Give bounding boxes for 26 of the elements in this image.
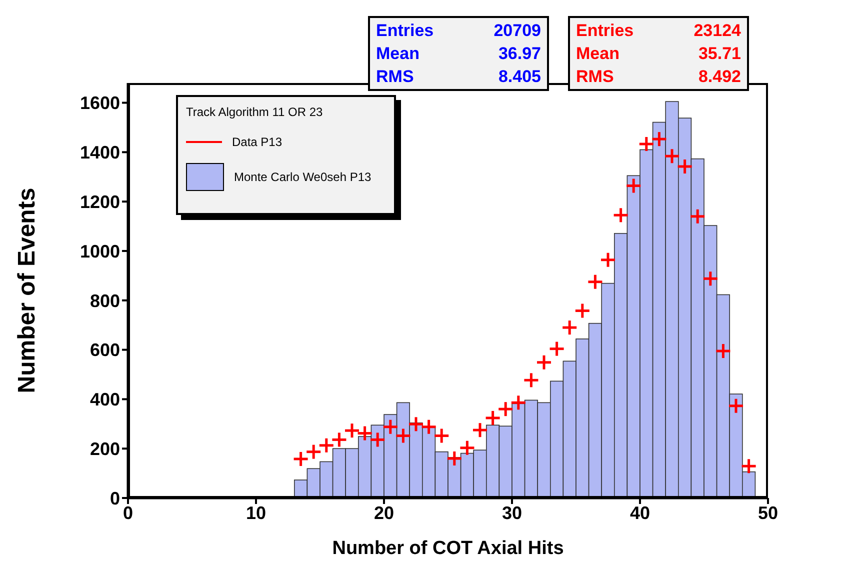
y-tick-label: 400 xyxy=(90,390,120,410)
y-tick-label: 200 xyxy=(90,438,120,459)
legend-label: Data P13 xyxy=(232,135,282,149)
text: Entries 23124 xyxy=(576,21,741,40)
y-tick-label: 1000 xyxy=(80,241,120,262)
legend-label: Monte Carlo We0seh P13 xyxy=(234,170,372,184)
x-axis-title: Number of COT Axial Hits xyxy=(332,538,564,559)
y-axis-title: Number of Events xyxy=(14,188,41,394)
x-tick-label: 0 xyxy=(122,502,134,523)
text: RMS 8.492 xyxy=(576,67,741,86)
x-tick-label: 20 xyxy=(374,502,394,523)
y-tick-label: 1600 xyxy=(80,93,120,114)
x-tick-label: 50 xyxy=(758,502,778,523)
legend-title: Track Algorithm 11 OR 23 xyxy=(186,105,324,119)
text: Entries 20709 xyxy=(376,21,541,40)
x-tick-label: 10 xyxy=(246,502,266,523)
text: Mean 35.71 xyxy=(576,44,741,63)
y-tick-label: 0 xyxy=(110,488,120,508)
x-tick-label: 30 xyxy=(502,502,522,523)
text: RMS 8.405 xyxy=(376,67,541,86)
y-tick-label: 1200 xyxy=(80,192,120,212)
x-tick-label: 40 xyxy=(630,502,650,523)
text: Mean 36.97 xyxy=(376,44,541,63)
y-tick-label: 1400 xyxy=(80,142,120,163)
y-tick-label: 600 xyxy=(90,340,120,360)
y-tick-label: 800 xyxy=(90,290,120,311)
